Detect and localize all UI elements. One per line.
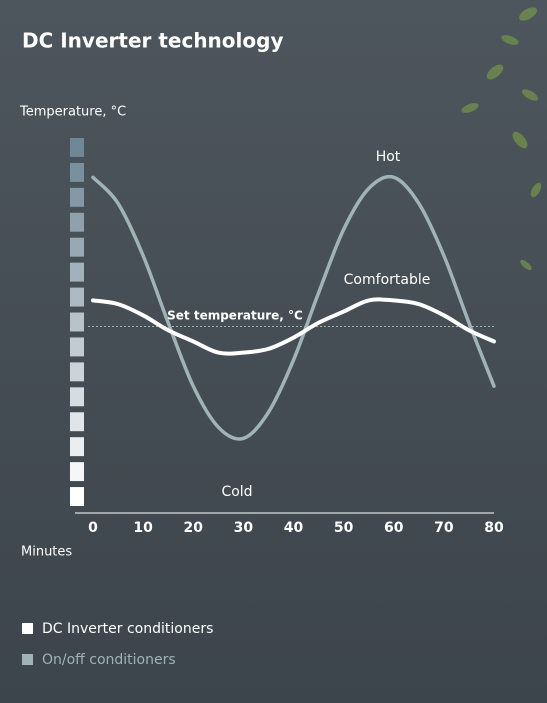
- series-line: [91, 297, 496, 356]
- x-tick-label: 0: [88, 520, 98, 536]
- x-tick-label: 80: [484, 520, 504, 536]
- chart-title: DC Inverter technology: [22, 29, 283, 53]
- scale-block: [70, 437, 84, 457]
- x-axis-label: Minutes: [21, 545, 72, 560]
- scale-block: [70, 287, 84, 307]
- x-tick-label: 40: [284, 520, 304, 536]
- annotation: Cold: [221, 484, 252, 500]
- series-line: [91, 174, 496, 441]
- set-temperature-label: Set temperature, °C: [167, 309, 303, 323]
- scale-block: [70, 337, 84, 357]
- scale-block: [70, 187, 84, 207]
- scale-block: [70, 212, 84, 232]
- scale-block: [70, 412, 84, 432]
- y-axis-label: Temperature, °C: [19, 105, 126, 120]
- x-tick-label: 10: [133, 520, 153, 536]
- scale-block: [70, 237, 84, 257]
- scale-block: [70, 312, 84, 332]
- x-tick-label: 50: [334, 520, 354, 536]
- temperature-scale: [70, 138, 84, 506]
- x-tick-label: 20: [184, 520, 204, 536]
- annotation: Comfortable: [344, 272, 431, 288]
- leaves: [461, 7, 542, 271]
- scale-block: [70, 362, 84, 382]
- legend-swatch: [22, 623, 33, 634]
- scale-block: [70, 487, 84, 506]
- scale-block: [70, 462, 84, 482]
- x-tick-label: 60: [384, 520, 404, 536]
- x-tick-label: 30: [234, 520, 254, 536]
- legend-label: On/off conditioners: [42, 652, 176, 668]
- scale-block: [70, 138, 84, 157]
- scale-block: [70, 162, 84, 182]
- x-tick-label: 70: [434, 520, 454, 536]
- scale-block: [70, 387, 84, 407]
- annotation: Hot: [376, 149, 401, 165]
- legend-swatch: [22, 654, 33, 665]
- legend-label: DC Inverter conditioners: [42, 621, 213, 637]
- scale-block: [70, 262, 84, 282]
